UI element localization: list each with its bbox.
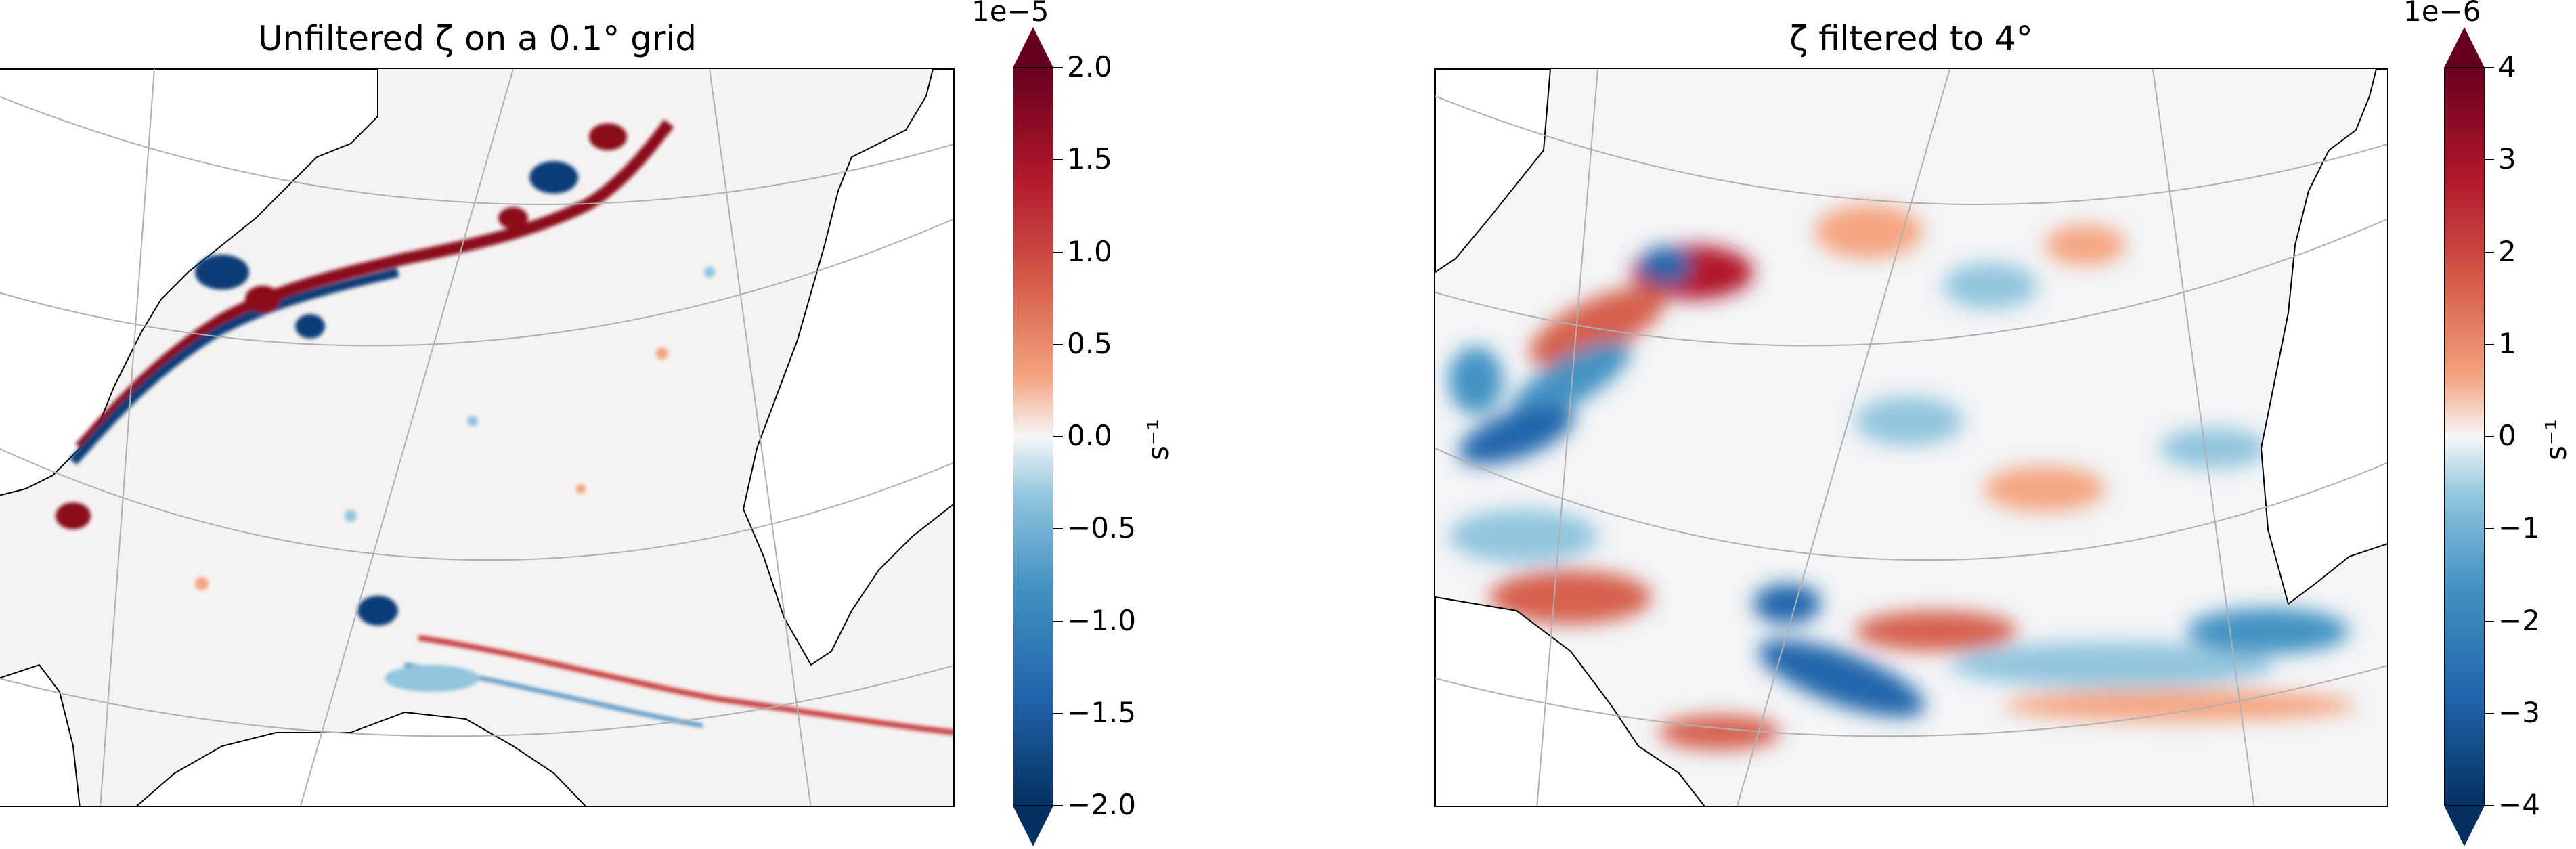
colorbar-tick-mark [1053,343,1063,345]
colorbar-tick-mark [1053,528,1063,530]
colorbar-tick-label: −1.5 [1067,695,1136,729]
colorbar-tick-label: −2.0 [1067,788,1136,821]
colorbar-tick-mark [2485,251,2494,253]
colorbar-tick-mark [1053,436,1063,437]
right-graticule [1435,69,2387,806]
colorbar-tick-mark [2485,159,2494,161]
colorbar-tick-label: 2 [2498,234,2516,268]
right-map-image [1435,69,2387,806]
right-colorbar-multiplier: 1e−6 [2403,0,2481,28]
europe-land [742,69,953,666]
left-graticule [0,69,953,806]
right-colorbar [2443,27,2485,846]
left-panel-title: Unfiltered ζ on a 0.1° grid [257,19,697,58]
south-america-land-right [1435,596,1705,806]
colorbar-tick-mark [1053,712,1063,714]
colorbar-tick-label: 1.0 [1067,234,1112,268]
left-colorbar-gradient [1012,27,1054,846]
colorbar-tick-label: 4 [2498,50,2516,83]
colorbar-tick-mark [2485,712,2494,714]
west-africa-land [0,663,81,806]
colorbar-tick-label: −1 [2498,511,2540,545]
europe-land-right [2260,69,2387,605]
right-panel-title: ζ filtered to 4° [1789,19,2033,58]
colorbar-tick-label: 2.0 [1067,50,1112,83]
left-colorbar [1012,27,1054,846]
colorbar-tick-mark [2485,343,2494,345]
colorbar-tick-label: −0.5 [1067,511,1136,545]
right-colorbar-gradient [2443,27,2485,846]
colorbar-tick-label: 3 [2498,142,2516,176]
colorbar-tick-label: 0.0 [1067,419,1112,452]
colorbar-tick-label: −2 [2498,603,2540,637]
colorbar-tick-label: −4 [2498,788,2540,821]
colorbar-tick-mark [2485,67,2494,68]
colorbar-tick-label: 1 [2498,326,2516,360]
colorbar-tick-label: 0.5 [1067,326,1112,360]
colorbar-tick-mark [1053,159,1063,161]
left-map [0,68,955,807]
right-map [1434,68,2388,807]
colorbar-tick-mark [1053,620,1063,622]
colorbar-tick-label: 0 [2498,419,2516,452]
north-america-land-right [1435,69,1552,274]
colorbar-tick-label: −3 [2498,695,2540,729]
colorbar-tick-mark [2485,528,2494,530]
right-colorbar-unit: s⁻¹ [2539,419,2573,460]
colorbar-tick-label: 1.5 [1067,142,1112,176]
colorbar-tick-mark [1053,67,1063,68]
colorbar-tick-mark [2485,620,2494,622]
left-map-image [0,69,953,806]
colorbar-tick-mark [1053,251,1063,253]
north-america-land [0,69,378,496]
colorbar-tick-mark [2485,805,2494,806]
colorbar-tick-label: −1.0 [1067,603,1136,637]
colorbar-tick-mark [1053,805,1063,806]
left-colorbar-unit: s⁻¹ [1141,419,1175,460]
colorbar-tick-mark [2485,436,2494,437]
left-colorbar-multiplier: 1e−5 [972,0,1049,28]
